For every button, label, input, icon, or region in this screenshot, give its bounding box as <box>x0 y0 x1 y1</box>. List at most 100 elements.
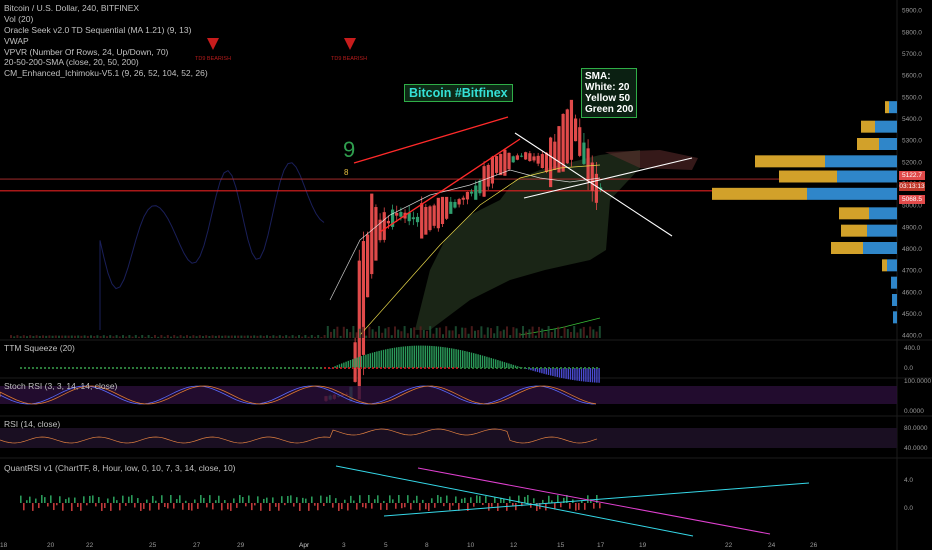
quant-bar <box>296 497 298 503</box>
volume-bar <box>205 335 208 338</box>
volume-bar <box>67 335 70 338</box>
squeeze-dot <box>556 367 558 369</box>
volume-bar <box>29 335 32 338</box>
candle-body <box>407 212 411 222</box>
quant-bar <box>365 503 367 509</box>
quant-bar <box>527 495 529 503</box>
squeeze-histogram-bar <box>558 368 561 378</box>
quant-bar <box>578 503 580 510</box>
squeeze-histogram-bar <box>431 345 433 368</box>
early-price-trace <box>99 162 325 330</box>
rsi-pane-label[interactable]: RSI (14, close) <box>4 419 61 429</box>
quant-bar <box>26 500 28 503</box>
quant-bar <box>32 503 34 511</box>
volume-bar <box>250 335 252 338</box>
squeeze-histogram-bar <box>330 368 332 369</box>
quant-bar <box>524 496 526 503</box>
volume-bar <box>246 335 249 338</box>
squeeze-pane-label[interactable]: TTM Squeeze (20) <box>4 343 75 353</box>
candle-body <box>436 197 440 229</box>
indicator-legend: Bitcoin / U.S. Dollar, 240, BITFINEX Vol… <box>4 3 208 79</box>
squeeze-histogram-bar <box>404 346 407 368</box>
legend-volume[interactable]: Vol (20) <box>4 13 34 24</box>
squeeze-dot <box>512 367 514 369</box>
quant-bar <box>485 496 487 503</box>
quant-bar <box>95 503 97 507</box>
squeeze-dot <box>208 367 210 369</box>
legend-vwap[interactable]: VWAP <box>4 35 29 46</box>
squeeze-dot <box>472 367 474 369</box>
squeeze-histogram-bar <box>514 365 517 368</box>
legend-ichimoku[interactable]: CM_Enhanced_Ichimoku-V5.1 (9, 26, 52, 10… <box>4 68 208 79</box>
squeeze-histogram-bar <box>561 368 563 378</box>
volume-bar <box>400 331 403 338</box>
rsi-line <box>0 428 598 444</box>
quant-bar <box>386 503 388 510</box>
squeeze-histogram-bar <box>363 355 365 368</box>
squeeze-dot <box>112 367 114 369</box>
x-tick-label: 15 <box>557 542 565 549</box>
squeeze-histogram-bar <box>422 345 424 368</box>
legend-vpvr[interactable]: VPVR (Number Of Rows, 24, Up/Down, 70) <box>4 46 169 57</box>
squeeze-dot <box>312 367 314 369</box>
quant-bar <box>110 503 112 511</box>
squeeze-dot <box>100 367 102 369</box>
squeeze-dot <box>516 367 518 369</box>
candle-body <box>549 137 553 188</box>
quant-bar <box>20 495 22 503</box>
candle-body <box>361 241 366 355</box>
quant-up-line <box>383 482 810 517</box>
squeeze-histogram-bar <box>530 368 532 371</box>
quant-bar <box>188 503 190 511</box>
squeeze-histogram-bar <box>389 348 391 368</box>
candle-body <box>507 152 511 170</box>
volume-bar <box>307 336 310 338</box>
sma-legend-box[interactable]: SMA: White: 20 Yellow 50 Green 200 <box>581 68 638 118</box>
volume-bar <box>435 327 438 338</box>
quant-bar <box>500 497 502 503</box>
squeeze-dot <box>324 367 326 369</box>
squeeze-dot <box>232 367 234 369</box>
quant-bar <box>248 495 250 503</box>
volume-bar <box>154 335 156 338</box>
chart-annotation[interactable]: Bitcoin #Bitfinex <box>404 84 513 102</box>
squeeze-dot <box>136 367 138 369</box>
x-tick-label: 22 <box>86 542 94 549</box>
vpvr-up-bar <box>882 259 887 272</box>
volume-bar <box>506 326 508 338</box>
quant-bar <box>425 503 427 510</box>
quant-bar <box>89 495 91 503</box>
volume-bar <box>115 335 118 338</box>
legend-td-sequential[interactable]: Oracle Seek v2.0 TD Sequential (MA 1.21)… <box>4 24 192 35</box>
squeeze-dot <box>164 367 166 369</box>
volume-bar <box>86 335 89 338</box>
volume-bar <box>269 336 272 338</box>
squeeze-dot <box>140 367 142 369</box>
quant-bar <box>377 495 379 503</box>
candle-body <box>532 156 536 161</box>
squeeze-histogram-bar <box>473 353 475 368</box>
legend-sma[interactable]: 20-50-200-SMA (close, 20, 50, 200) <box>4 57 139 68</box>
squeeze-histogram-bar <box>371 352 374 368</box>
volume-bar <box>10 335 12 338</box>
squeeze-histogram-bar <box>468 352 470 368</box>
squeeze-dot <box>424 367 426 369</box>
candle-body <box>565 109 569 164</box>
y-tick-label: 4900.0 <box>902 224 922 231</box>
squeeze-dot <box>308 367 310 369</box>
squeeze-histogram-bar <box>479 354 481 368</box>
stoch-pane-label[interactable]: Stoch RSI (3, 3, 14, 14, close) <box>4 381 118 391</box>
squeeze-histogram-bar <box>393 347 396 368</box>
volume-bar <box>106 336 108 338</box>
quant-pane-label[interactable]: QuantRSI v1 (ChartTF, 8, Hour, low, 0, 1… <box>4 463 236 473</box>
legend-symbol[interactable]: Bitcoin / U.S. Dollar, 240, BITFINEX <box>4 3 140 13</box>
volume-bar <box>61 335 64 338</box>
volume-bar <box>96 335 99 338</box>
volume-bar <box>266 335 268 338</box>
quant-bar <box>173 503 175 509</box>
ascending-support-line <box>523 157 693 199</box>
squeeze-histogram-bar <box>440 346 442 368</box>
squeeze-histogram-bar <box>411 345 413 368</box>
volume-bar <box>563 326 566 338</box>
quant-bar <box>326 496 328 503</box>
